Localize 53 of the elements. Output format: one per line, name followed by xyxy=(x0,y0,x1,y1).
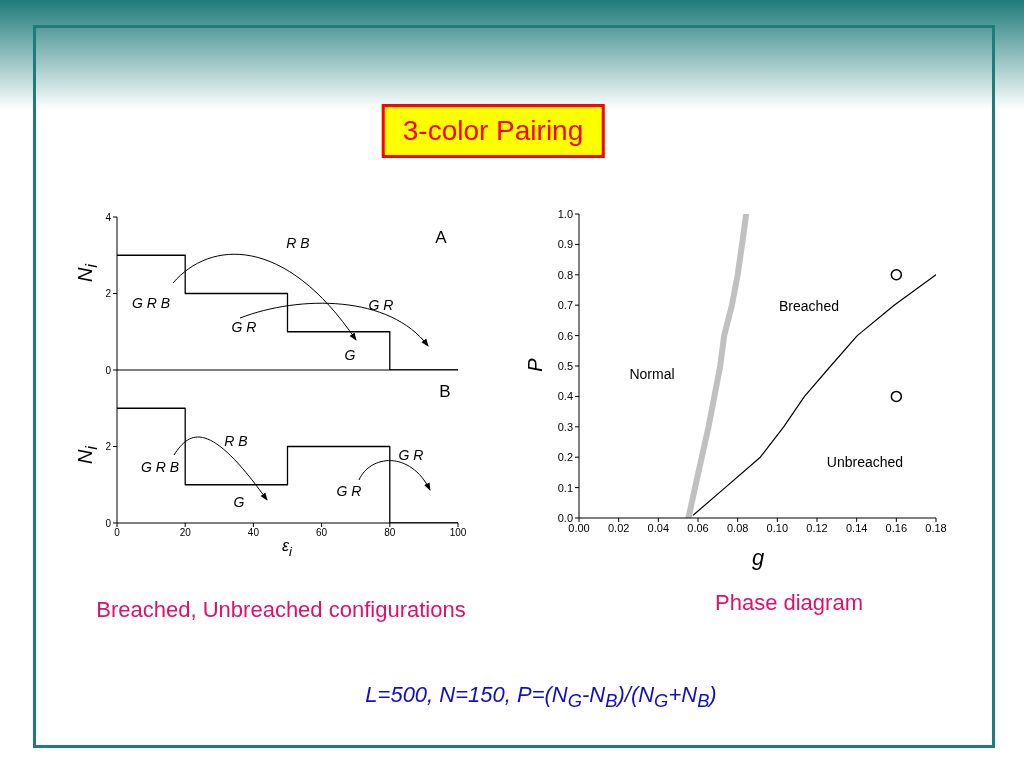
text: Phase diagram xyxy=(715,590,863,616)
x-tick-label: 0.16 xyxy=(885,521,908,534)
y-tick-label: 4 xyxy=(105,211,112,223)
annotation: G R xyxy=(368,297,394,313)
y-tick-label: 2 xyxy=(105,441,112,453)
x-tick-label: 0.18 xyxy=(925,521,947,534)
annotation: G R B xyxy=(140,459,180,475)
text: L=500, N=150, P=(N$_{G}$-N$_{B}$)/(N$_{G}$+N$_{B}$) xyxy=(365,681,717,712)
annotation: R B xyxy=(286,235,310,251)
y-tick-label: 0.6 xyxy=(557,329,573,342)
y-tick-label: 0.2 xyxy=(557,451,573,464)
x-tick-label: 60 xyxy=(316,527,328,539)
y-tick-label: 0.8 xyxy=(557,268,573,281)
annotation: G R xyxy=(231,319,257,335)
annotation: Unbreached xyxy=(826,454,904,470)
annotation: Normal xyxy=(629,366,675,382)
x-tick-label: 0.08 xyxy=(726,521,749,534)
annotation: A xyxy=(435,228,447,248)
annotation: G R B xyxy=(131,295,171,311)
y-tick-label: 2 xyxy=(105,288,112,300)
x-tick-label: 20 xyxy=(179,527,192,539)
y-tick-label: 0.9 xyxy=(557,238,573,251)
text: Breached, Unbreached configurations xyxy=(96,597,466,623)
x-tick-label: 40 xyxy=(247,527,260,539)
x-tick-label: 80 xyxy=(384,527,396,539)
y-tick-label: 0.0 xyxy=(557,511,573,524)
x-tick-label: 0.12 xyxy=(806,521,828,534)
x-tick-label: 0.06 xyxy=(687,521,709,534)
y-tick-label: 0.1 xyxy=(557,481,573,494)
annotation: G xyxy=(344,347,356,363)
x-axis-title: ε$_{i}$ xyxy=(282,537,292,559)
y-tick-label: 0.4 xyxy=(557,390,573,403)
x-tick-label: 100 xyxy=(449,527,467,539)
annotation: G R xyxy=(336,483,362,499)
annotation: R B xyxy=(224,433,248,449)
x-tick-label: 0.00 xyxy=(568,521,590,534)
annotation: G R xyxy=(398,447,424,463)
x-tick-label: 0.14 xyxy=(845,521,868,534)
x-tick-label: 0.10 xyxy=(766,521,789,534)
x-tick-label: 0.02 xyxy=(607,521,630,534)
x-axis-title: g xyxy=(751,545,765,571)
y-tick-label: 1.0 xyxy=(557,207,573,220)
y-tick-label: 0 xyxy=(105,364,112,376)
y-tick-label: 0.5 xyxy=(557,359,573,372)
annotation: B xyxy=(439,382,451,402)
annotation: G xyxy=(233,494,245,510)
y-tick-label: 0.7 xyxy=(557,299,573,312)
y-tick-label: 0.3 xyxy=(557,420,573,433)
chart-title: 3-color Pairing xyxy=(381,104,605,158)
y-axis-title: P xyxy=(523,358,547,372)
annotation: Breached xyxy=(779,298,839,314)
x-tick-label: 0.04 xyxy=(647,521,670,534)
x-tick-label: 0 xyxy=(114,527,121,539)
